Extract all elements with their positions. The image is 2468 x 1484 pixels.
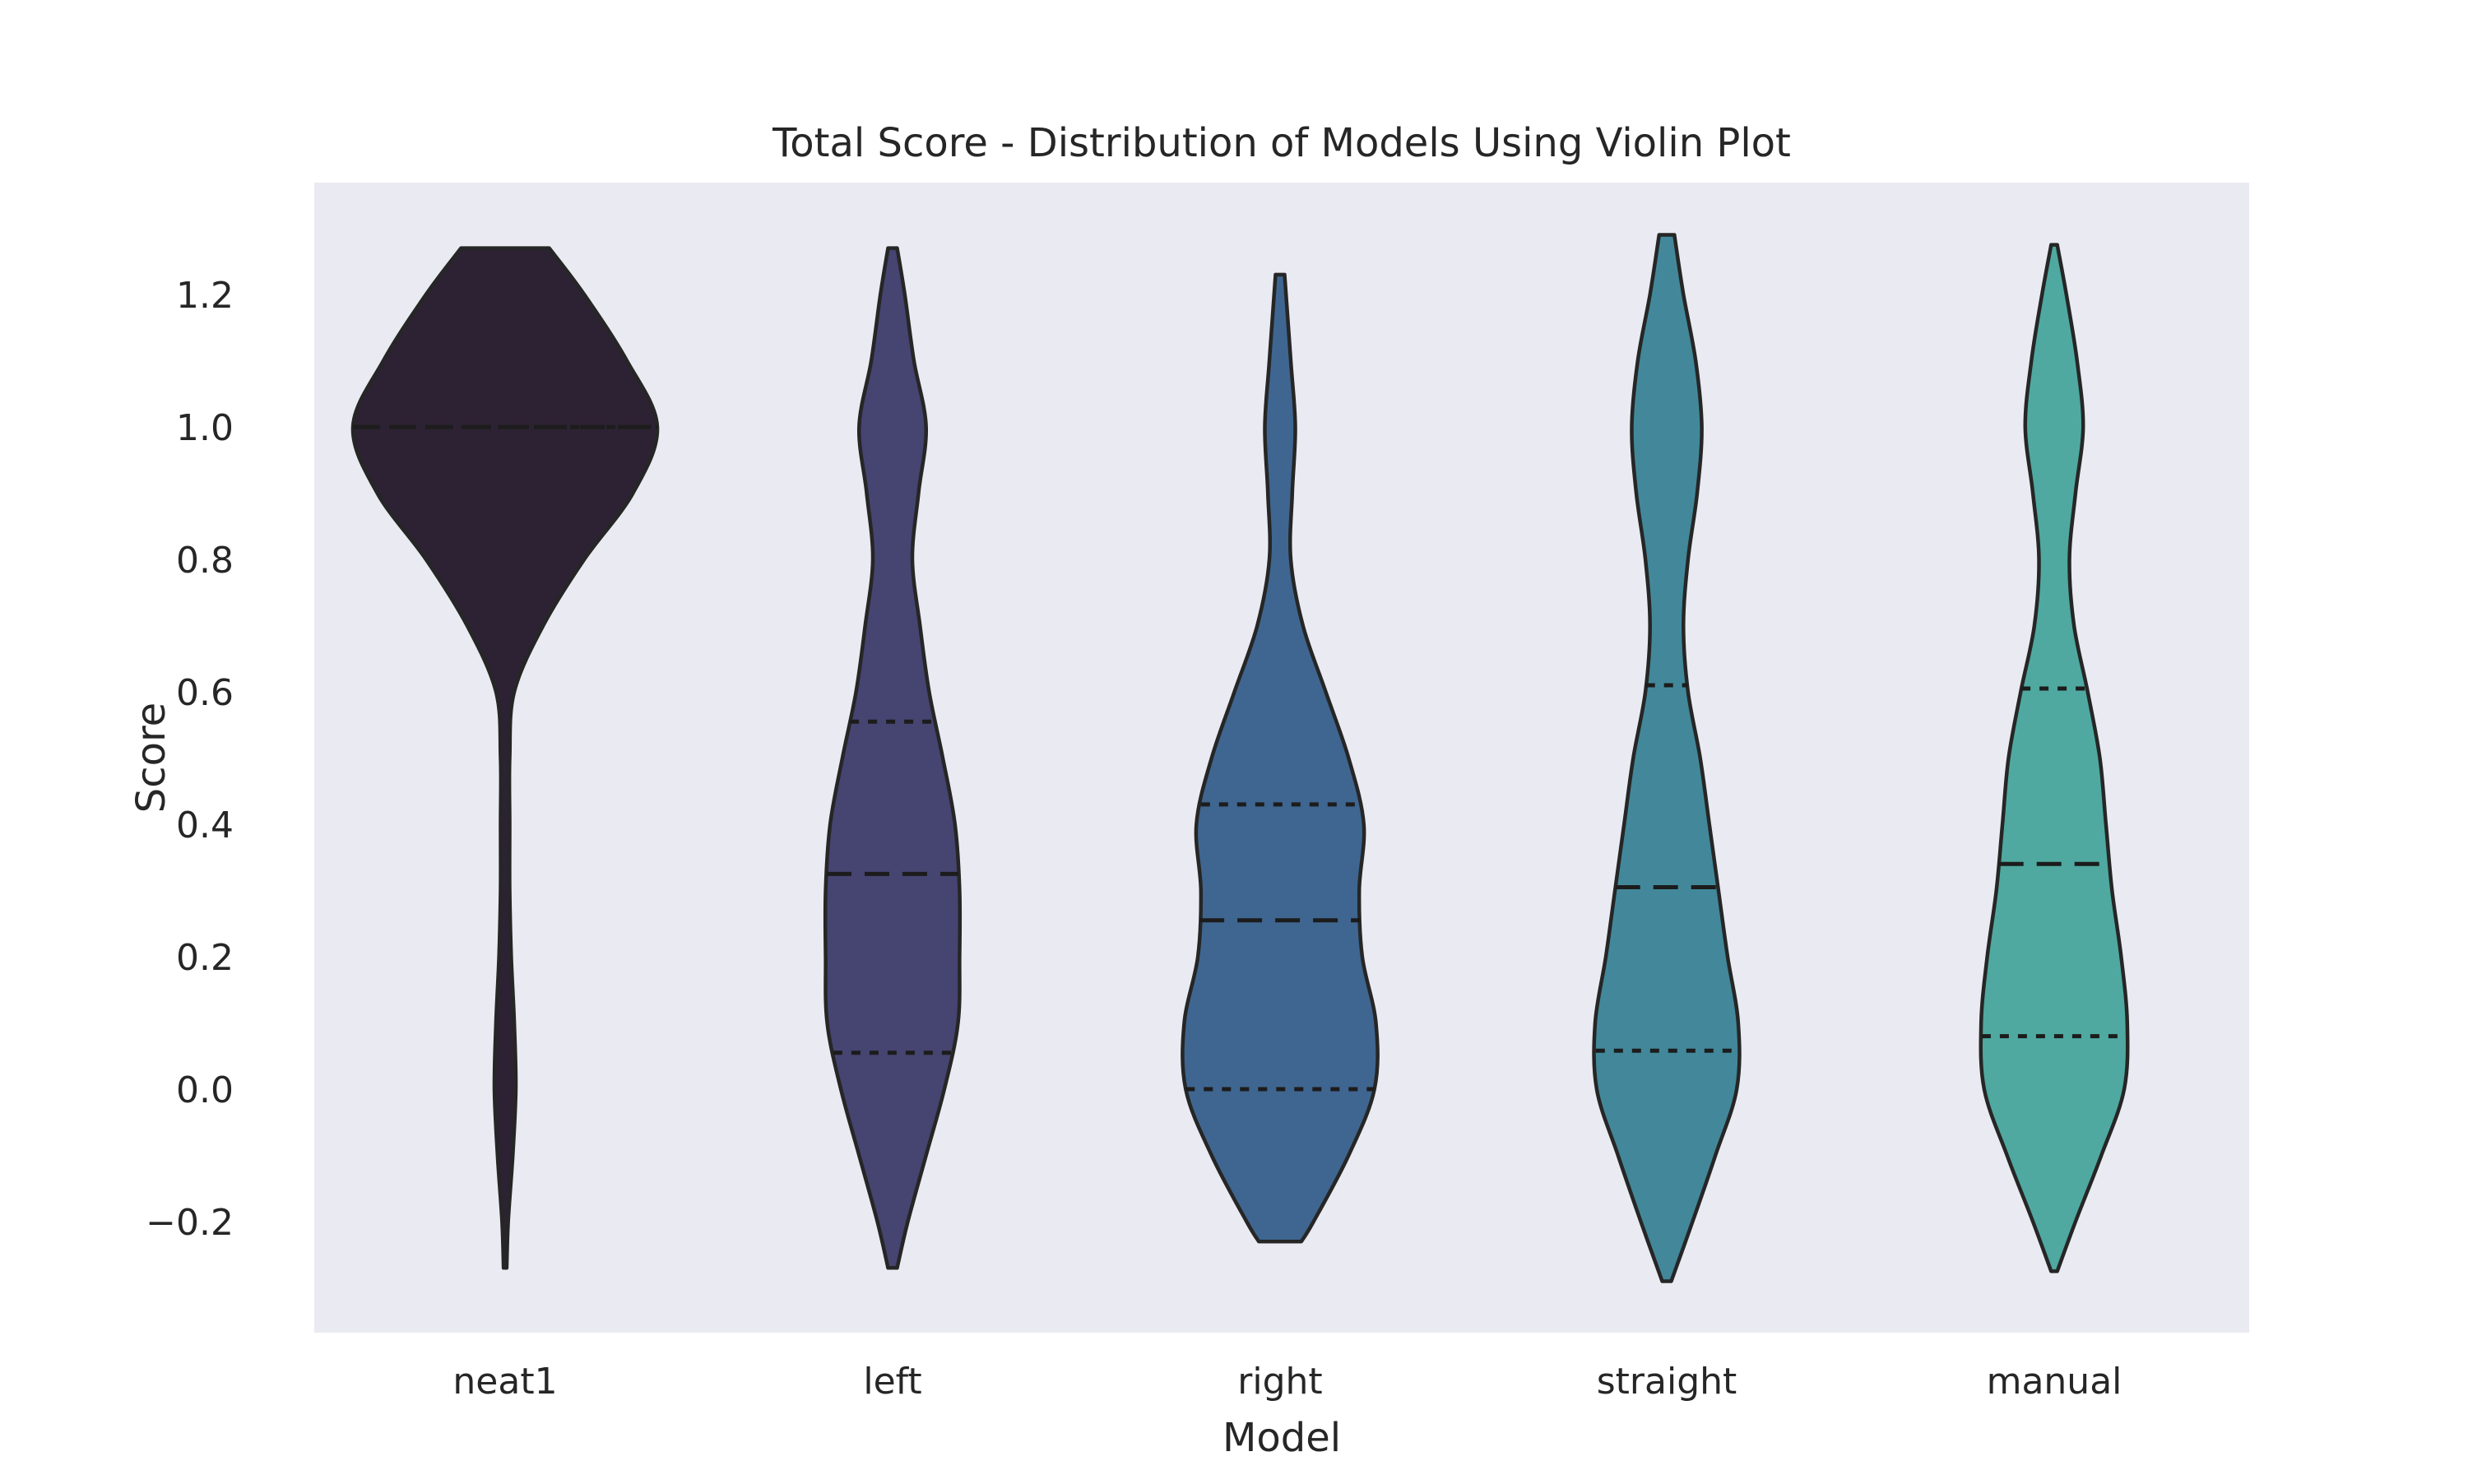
y-tick-label: 0.8 (176, 540, 234, 582)
violin-body-manual (1979, 243, 2130, 1273)
x-tick-label-straight: straight (1597, 1361, 1737, 1403)
chart-title: Total Score - Distribution of Models Usi… (772, 120, 1791, 166)
violin-body-left (823, 246, 963, 1270)
violin-body-neat1 (350, 246, 660, 1270)
y-tick-label: 0.0 (176, 1069, 234, 1111)
violin-neat1 (350, 246, 660, 1270)
violin-body-right (1181, 272, 1380, 1244)
x-axis-ticks: neat1 left right straight manual (452, 1361, 2122, 1403)
y-tick-label: 1.0 (176, 407, 234, 449)
y-axis-label: Score (128, 703, 174, 813)
y-tick-label: 0.6 (176, 672, 234, 714)
violin-right (1181, 272, 1380, 1244)
x-tick-label-right: right (1237, 1361, 1322, 1403)
violin-manual (1979, 243, 2130, 1273)
y-tick-label: 0.4 (176, 805, 234, 846)
y-tick-label: 1.2 (176, 275, 234, 317)
violins (350, 233, 2130, 1283)
violin-body-straight (1592, 233, 1742, 1283)
x-tick-label-left: left (863, 1361, 921, 1403)
x-tick-label-neat1: neat1 (452, 1361, 557, 1403)
violin-straight (1592, 233, 1742, 1283)
y-axis-ticks: −0.2 0.0 0.2 0.4 0.6 0.8 1.0 1.2 (146, 275, 234, 1244)
y-tick-label: −0.2 (146, 1202, 234, 1244)
violin-left (823, 246, 963, 1270)
x-tick-label-manual: manual (1987, 1361, 2122, 1403)
x-axis-label: Model (1222, 1415, 1341, 1461)
y-tick-label: 0.2 (176, 937, 234, 979)
